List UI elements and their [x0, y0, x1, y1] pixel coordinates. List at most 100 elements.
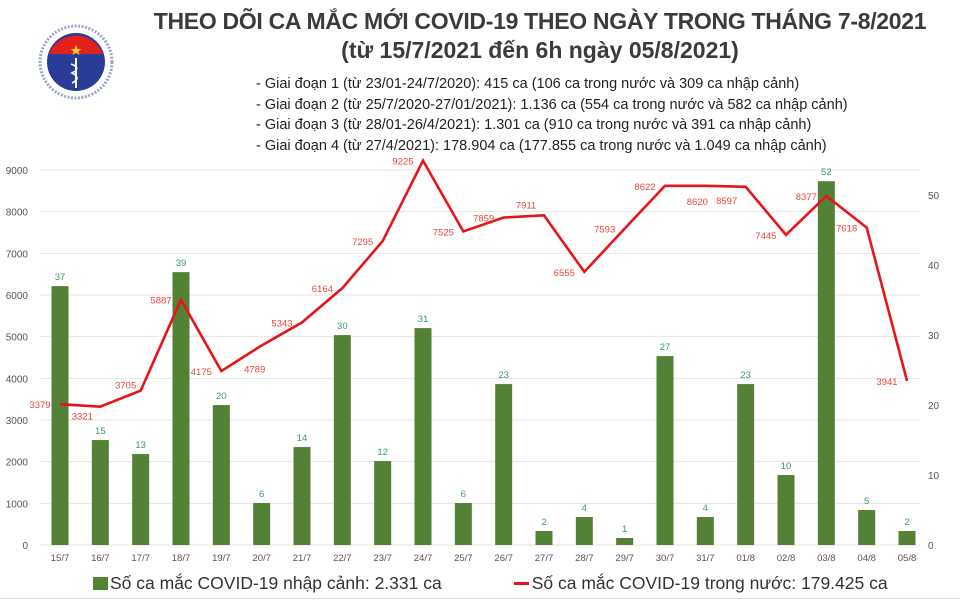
legend-line-label: Số ca mắc COVID-19 trong nước: 179.425 c…	[531, 573, 888, 593]
bar-data-label: 2	[541, 517, 546, 528]
bar-data-label: 20	[216, 391, 227, 402]
bar-data-label: 4	[582, 503, 587, 514]
bar	[535, 531, 553, 545]
line-data-label: 6555	[554, 268, 575, 279]
line-data-label: 8597	[716, 196, 737, 207]
bar	[212, 405, 230, 545]
x-tick-label: 21/7	[293, 553, 312, 564]
y-right-tick-label: 10	[928, 471, 940, 482]
bar	[414, 328, 432, 545]
x-tick-label: 05/8	[898, 553, 917, 564]
line-data-label: 7445	[755, 231, 776, 242]
divider	[0, 598, 960, 599]
stage-note: - Giai đoạn 2 (từ 25/7/2020-27/01/2021):…	[256, 96, 848, 113]
legend: Số ca mắc COVID-19 nhập cảnh: 2.331 ca S…	[93, 573, 888, 594]
bar	[293, 447, 311, 545]
x-tick-label: 17/7	[131, 553, 150, 564]
y-left-tick-label: 3000	[6, 416, 29, 427]
line-series	[59, 157, 909, 408]
bar	[495, 384, 513, 545]
y-right-tick-label: 0	[928, 541, 934, 552]
y-left-tick-label: 7000	[6, 249, 29, 260]
bar-data-label: 23	[740, 370, 751, 381]
legend-line-swatch	[513, 582, 529, 585]
y-right-tick-label: 30	[928, 331, 940, 342]
stage-note: - Giai đoạn 3 (từ 28/01-26/4/2021): 1.30…	[256, 117, 812, 134]
bar	[132, 454, 150, 545]
x-tick-label: 15/7	[51, 553, 70, 564]
line-data-label: 4789	[244, 364, 265, 375]
bar	[91, 440, 109, 545]
line-data-label: 3941	[876, 377, 897, 388]
bar-data-label: 30	[337, 321, 348, 332]
x-tick-label: 22/7	[333, 553, 352, 564]
bar-data-label: 2	[904, 517, 909, 528]
y-left-tick-label: 5000	[6, 333, 29, 344]
y-right-tick-label: 20	[928, 401, 940, 412]
x-tick-label: 18/7	[172, 553, 191, 564]
bar-data-label: 6	[461, 489, 466, 500]
bar	[374, 461, 392, 545]
x-tick-label: 23/7	[373, 553, 392, 564]
line-data-label: 7859	[473, 214, 494, 225]
line-data-label: 7525	[433, 227, 454, 238]
x-tick-label: 16/7	[91, 553, 110, 564]
bar-data-label: 14	[297, 433, 308, 444]
y-left-tick-label: 6000	[6, 291, 29, 302]
line-data-label: 7911	[516, 200, 536, 211]
bar-data-label: 39	[176, 258, 187, 269]
y-right-tick-label: 40	[928, 261, 940, 272]
y-left-tick-label: 1000	[6, 499, 29, 510]
line-data-label: 8622	[634, 182, 655, 193]
x-tick-label: 01/8	[736, 553, 755, 564]
bar-data-label: 13	[135, 440, 146, 451]
line-data-label: 5343	[271, 318, 292, 329]
stage-notes: - Giai đoạn 1 (từ 23/01-24/7/2020): 415 …	[256, 74, 848, 156]
bar	[656, 356, 674, 545]
x-tick-label: 28/7	[575, 553, 594, 564]
legend-bar-swatch	[93, 577, 108, 590]
bar	[172, 272, 190, 545]
bar	[898, 531, 916, 545]
line-data-label: 3321	[72, 412, 93, 423]
chart-title: THEO DÕI CA MẮC MỚI COVID-19 THEO NGÀY T…	[153, 8, 927, 34]
line-data-label: 3705	[115, 381, 136, 392]
x-tick-label: 30/7	[656, 553, 675, 564]
line-data-label: 6164	[312, 284, 333, 295]
bar	[817, 181, 835, 545]
bar-data-label: 6	[259, 489, 264, 500]
bar-data-label: 5	[864, 496, 869, 507]
bar-data-label: 1	[622, 524, 627, 535]
x-tick-label: 03/8	[817, 553, 836, 564]
bar	[696, 517, 714, 545]
ministry-of-health-logo	[36, 20, 116, 100]
x-tick-label: 31/7	[696, 553, 715, 564]
bar	[333, 335, 351, 545]
bar	[777, 475, 795, 545]
x-tick-label: 26/7	[494, 553, 513, 564]
line-data-label: 3379	[29, 400, 50, 411]
bar-data-label: 15	[95, 426, 106, 437]
x-tick-label: 27/7	[535, 553, 554, 564]
y-left-tick-label: 9000	[6, 166, 29, 177]
bar-data-label: 31	[418, 314, 429, 325]
x-tick-label: 29/7	[615, 553, 634, 564]
y-right-tick-label: 50	[928, 191, 940, 202]
bar	[51, 286, 69, 545]
bar	[253, 503, 271, 545]
legend-bar-label: Số ca mắc COVID-19 nhập cảnh: 2.331 ca	[110, 573, 442, 593]
bar	[616, 538, 634, 545]
x-tick-label: 04/8	[857, 553, 876, 564]
bar-data-label: 4	[703, 503, 708, 514]
bar	[454, 503, 472, 545]
line-data-label: 8620	[687, 197, 708, 208]
bar-data-label: 12	[377, 447, 388, 458]
y-left-tick-label: 0	[22, 541, 28, 552]
bar	[737, 384, 755, 545]
y-left-tick-label: 2000	[6, 458, 29, 469]
bar-data-label: 10	[781, 461, 792, 472]
line-data-label: 4175	[191, 367, 212, 378]
line-data-label: 7618	[836, 224, 857, 235]
x-tick-label: 20/7	[252, 553, 271, 564]
chart-subtitle: (từ 15/7/2021 đến 6h ngày 05/8/2021)	[341, 37, 739, 63]
